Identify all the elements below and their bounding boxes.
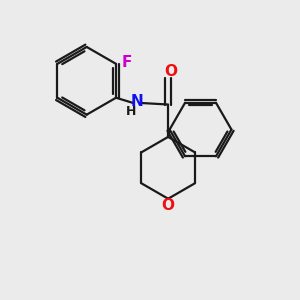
Text: N: N (131, 94, 144, 110)
Text: O: O (164, 64, 177, 79)
Text: H: H (126, 105, 136, 119)
Text: O: O (161, 198, 174, 213)
Text: F: F (121, 55, 132, 70)
